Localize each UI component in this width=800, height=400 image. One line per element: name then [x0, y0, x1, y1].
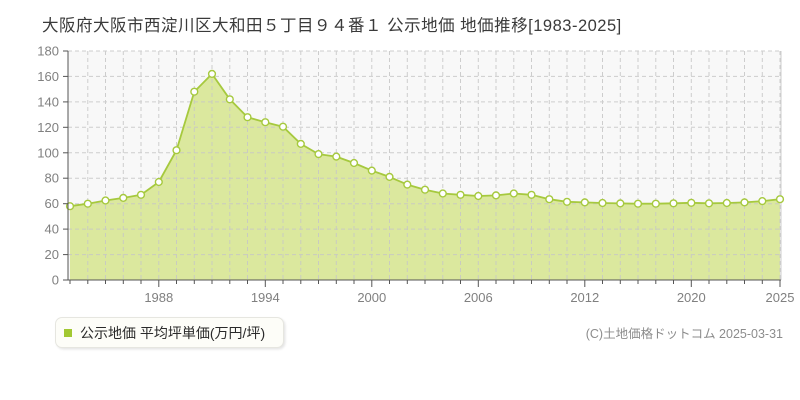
svg-text:2025: 2025: [766, 290, 795, 305]
svg-text:180: 180: [37, 44, 59, 59]
svg-text:160: 160: [37, 69, 59, 84]
copyright-text: (C)土地価格ドットコム 2025-03-31: [585, 327, 783, 341]
y-axis-ticks: [63, 50, 68, 281]
svg-text:100: 100: [37, 145, 59, 160]
legend-label: 公示地価 平均坪単価(万円/坪): [80, 324, 266, 341]
svg-text:20: 20: [45, 247, 59, 262]
x-axis-labels: 1988 1994 2000 2006 2012 2020 2025: [144, 290, 794, 305]
svg-text:60: 60: [45, 196, 59, 211]
legend-swatch-icon: [64, 328, 72, 337]
svg-text:0: 0: [52, 273, 59, 288]
svg-text:2020: 2020: [677, 290, 706, 305]
svg-text:2012: 2012: [570, 290, 599, 305]
x-axis-ticks: [69, 280, 781, 287]
svg-text:120: 120: [37, 120, 59, 135]
data-point-markers: [65, 69, 785, 211]
svg-text:1994: 1994: [251, 290, 280, 305]
page-title: 大阪府大阪市西淀川区大和田５丁目９４番１ 公示地価 地価推移[1983-2025…: [42, 17, 622, 35]
y-axis-labels: 0 20 40 60 80 100 120 140 160 180: [37, 44, 59, 288]
svg-text:2000: 2000: [357, 290, 386, 305]
svg-text:1988: 1988: [144, 290, 173, 305]
svg-text:80: 80: [45, 171, 59, 186]
svg-text:40: 40: [45, 222, 59, 237]
gridlines: [68, 50, 781, 280]
price-trend-chart: 0 20 40 60 80 100 120 140 160 180 1988 1994 2000 2006…: [37, 44, 794, 306]
svg-text:2006: 2006: [464, 290, 493, 305]
legend: 公示地価 平均坪単価(万円/坪): [55, 317, 285, 348]
svg-text:140: 140: [37, 94, 59, 109]
